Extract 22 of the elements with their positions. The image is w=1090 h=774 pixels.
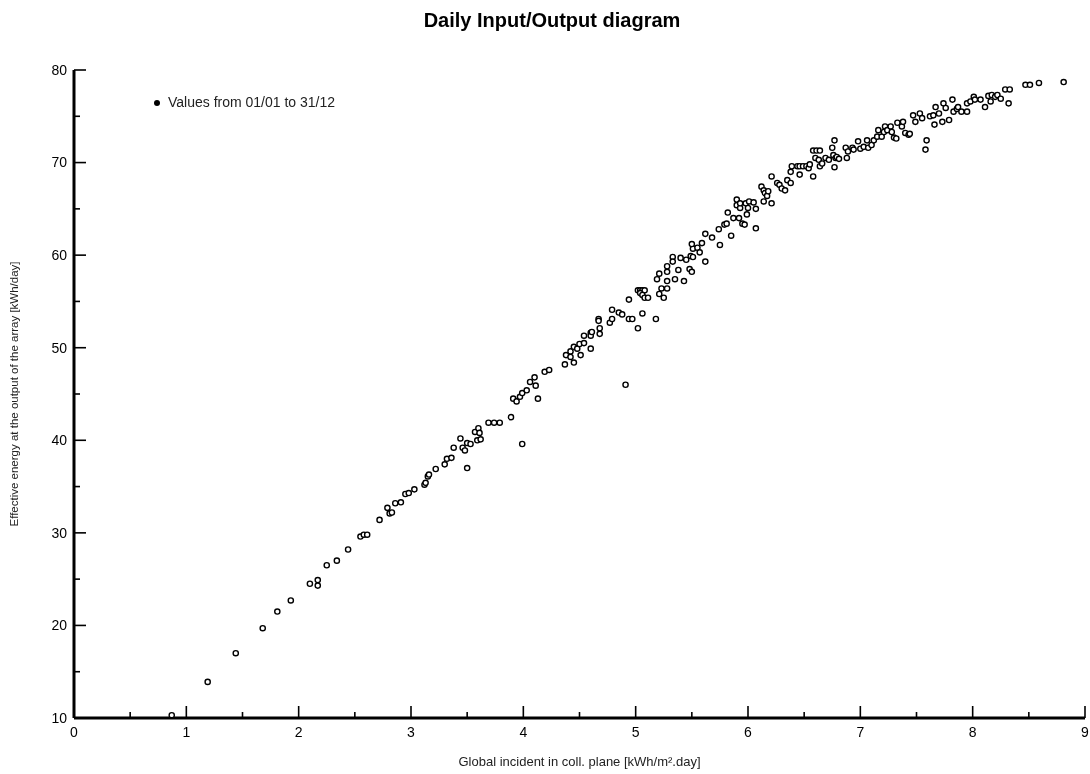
x-tick-label: 7 [856, 724, 865, 740]
y-tick-label: 10 [51, 709, 68, 726]
x-tick-label: 1 [182, 724, 191, 740]
y-tick-label: 40 [51, 432, 68, 449]
y-tick-label: 50 [51, 339, 68, 356]
x-tick-label: 8 [968, 724, 977, 740]
chart-title: Daily Input/Output diagram [422, 8, 682, 33]
y-tick-label: 30 [51, 524, 68, 541]
legend-label: Values from 01/01 to 31/12 [168, 94, 336, 110]
y-tick-label: 70 [51, 154, 68, 171]
x-tick-label: 3 [407, 724, 416, 740]
x-tick-label: 2 [294, 724, 303, 740]
x-tick-label: 5 [631, 724, 640, 740]
x-tick-label: 9 [1081, 724, 1090, 740]
x-axis-title: Global incident in coll. plane [kWh/m².day] [458, 754, 701, 769]
x-tick-label: 0 [70, 724, 79, 740]
y-tick-label: 60 [51, 247, 68, 264]
x-tick-label: 6 [744, 724, 753, 740]
y-axis-title: Effective energy at the output of the array [kWh/day] [8, 261, 20, 527]
x-tick-label: 4 [519, 724, 528, 740]
y-tick-label: 20 [51, 617, 68, 634]
y-tick-label: 80 [51, 61, 68, 78]
